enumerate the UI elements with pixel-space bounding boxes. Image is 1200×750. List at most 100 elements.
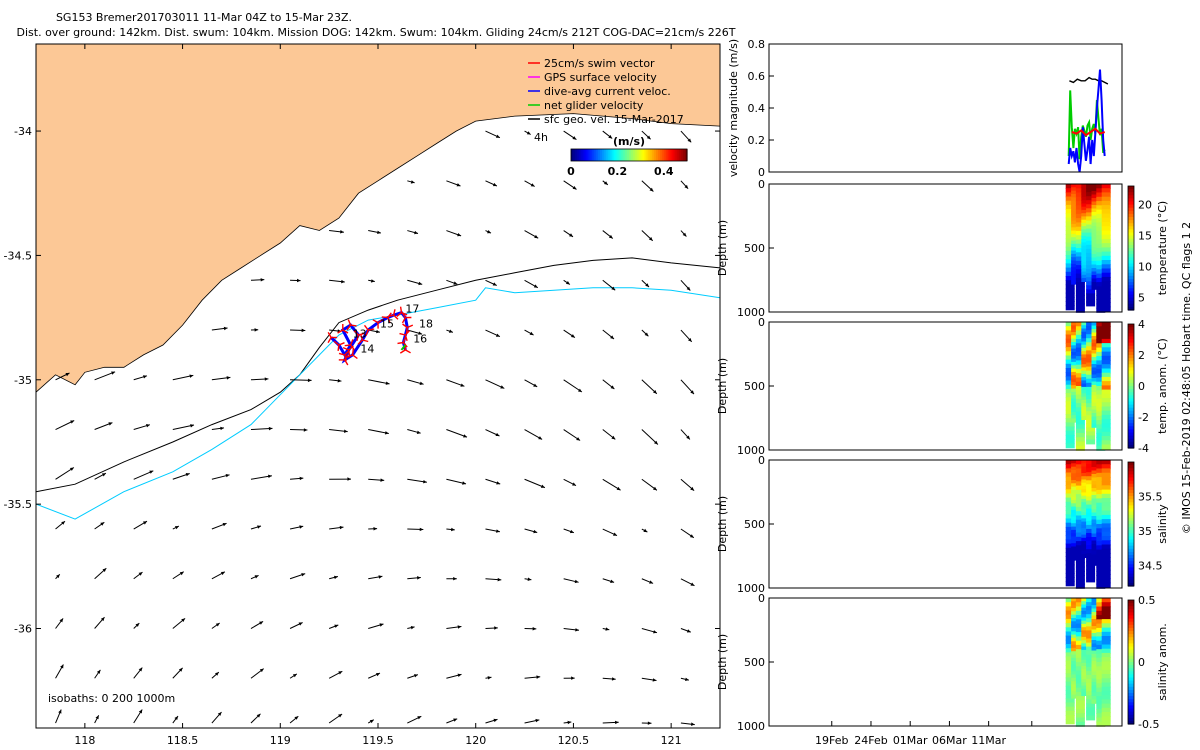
section-cell: [1075, 532, 1085, 538]
geo-vector-head: [643, 528, 648, 533]
geo-vector: [55, 467, 75, 480]
section-colorbar-cell: [1128, 210, 1134, 215]
colorbar-tick-label: 0.4: [654, 165, 674, 178]
section-cell: [1065, 330, 1075, 336]
geo-vector-head: [179, 571, 184, 576]
section-cell: [1086, 252, 1096, 258]
section-cell: [1096, 674, 1106, 680]
section-cell: [1081, 607, 1091, 612]
section-cell: [1081, 653, 1091, 658]
section-cell: [1091, 491, 1101, 496]
section-cell: [1096, 632, 1106, 638]
colorbar-cell: [605, 149, 609, 161]
geo-vector-head: [616, 486, 621, 491]
geo-vector-head: [615, 720, 619, 725]
section-cell: [1101, 402, 1111, 408]
section-cell: [1071, 388, 1081, 393]
isobath-1000m: [36, 287, 720, 520]
geo-vector-head: [376, 673, 380, 677]
section-cell: [1071, 227, 1081, 232]
section-colorbar-cell: [1128, 204, 1134, 209]
section-cell: [1071, 243, 1081, 248]
section-cell: [1101, 410, 1111, 416]
section-cell: [1075, 356, 1085, 362]
swim-vector: [327, 331, 332, 338]
section-cell: [1101, 631, 1111, 637]
section-colorbar-cell: [1128, 217, 1134, 221]
section-cell: [1081, 620, 1091, 625]
section-cell: [1096, 196, 1106, 202]
section-cell: [1081, 396, 1091, 401]
swim-vector: [344, 359, 349, 366]
section-cell: [1081, 692, 1091, 696]
section-cell: [1081, 659, 1091, 664]
section-colorbar-frame: [1127, 599, 1135, 725]
day-label: 13: [353, 328, 367, 341]
geo-vector-head: [181, 618, 186, 622]
section-cell: [1075, 386, 1085, 392]
section-cell: [1096, 343, 1106, 349]
geo-vector-head: [495, 134, 500, 138]
section-cell: [1081, 666, 1091, 671]
section-cell: [1065, 472, 1075, 478]
swim-vector: [387, 317, 391, 324]
geo-vector-head: [457, 673, 462, 677]
colorbar-tick-label: 0.2: [608, 165, 628, 178]
section-cell: [1081, 206, 1091, 211]
section-cell: [1101, 602, 1111, 608]
section-cell: [1086, 508, 1096, 514]
section-cell: [1071, 631, 1081, 636]
section-cell: [1081, 328, 1091, 333]
section-colorbar-cell: [1128, 348, 1134, 353]
section-cell: [1086, 338, 1096, 344]
section-cell: [1081, 258, 1091, 263]
geo-vector-head: [453, 718, 458, 722]
map-ytick-label: -35: [14, 374, 32, 387]
section-colorbar-tick-label: 0.5: [1138, 594, 1156, 607]
section-cell: [1081, 623, 1091, 628]
section-colorbar-frame: [1127, 323, 1135, 449]
colorbar-tick-label: 0: [567, 165, 575, 178]
section-cell: [1096, 713, 1106, 719]
geo-vector-head: [299, 476, 304, 481]
section-cell: [1101, 298, 1111, 303]
section-colorbar-cell: [1128, 386, 1134, 390]
section-cell: [1071, 661, 1081, 666]
map-xtick-label: 119.5: [362, 734, 394, 747]
section-cell: [1091, 668, 1101, 673]
section-cell: [1075, 222, 1085, 228]
section-cell: [1096, 273, 1106, 279]
geo-vector-head: [344, 429, 348, 433]
geo-vector-head: [220, 426, 224, 431]
section-cell: [1101, 565, 1111, 571]
section-cell: [1086, 528, 1096, 534]
section-colorbar-cell: [1128, 680, 1134, 685]
section-cell: [1091, 243, 1101, 248]
section-cell: [1101, 669, 1111, 675]
section-cell: [1075, 394, 1085, 400]
section-cell: [1101, 238, 1111, 244]
section-cell: [1091, 285, 1101, 290]
section-cell: [1075, 666, 1085, 672]
section-colorbar-cell: [1128, 480, 1134, 485]
section-colorbar-cell: [1128, 711, 1134, 716]
section-colorbar-cell: [1128, 351, 1134, 356]
section-cell: [1101, 640, 1111, 646]
section-ylabel: Depth (m): [716, 220, 729, 276]
section-cell: [1075, 708, 1085, 714]
section-cell: [1065, 531, 1075, 537]
section-cell: [1086, 549, 1096, 555]
geo-vector-head: [530, 183, 535, 187]
day-label: 15: [380, 318, 394, 331]
section-cell: [1081, 412, 1091, 417]
section-cell: [1086, 691, 1096, 697]
section-cell: [1075, 322, 1085, 328]
section-cell: [1096, 494, 1106, 500]
section-cell: [1101, 502, 1111, 508]
section-cell: [1075, 472, 1085, 478]
section-cell: [1096, 437, 1106, 443]
section-cell: [1086, 358, 1096, 364]
section-cell: [1075, 437, 1085, 443]
velocity-ytick-label: 0.6: [748, 70, 766, 83]
section-cell: [1075, 196, 1085, 202]
